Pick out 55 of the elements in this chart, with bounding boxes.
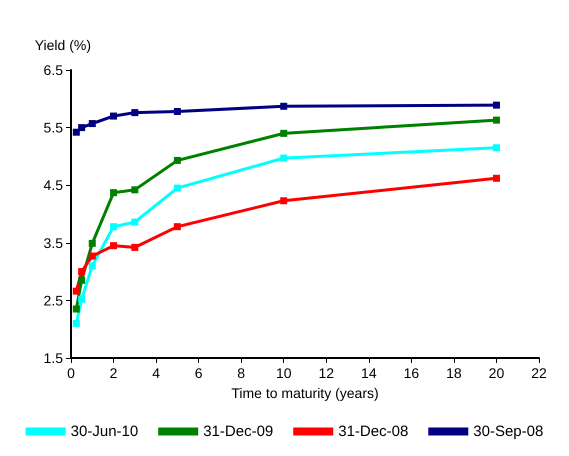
x-tick-label: 16	[404, 365, 420, 381]
legend-label: 30-Sep-08	[473, 423, 544, 440]
point	[280, 197, 288, 204]
x-tick-label: 10	[276, 365, 292, 381]
x-tick-label: 12	[318, 365, 334, 381]
point	[88, 240, 96, 247]
x-tick-label: 0	[67, 365, 76, 381]
x-axis-title: Time to maturity (years)	[231, 385, 379, 401]
y-tick-label: 1.5	[44, 350, 64, 366]
y-tick-label: 5.5	[44, 120, 64, 136]
legend-label: 31-Dec-09	[203, 423, 274, 440]
y-tick-label: 4.5	[44, 177, 64, 194]
x-tick-label: 2	[110, 365, 118, 381]
point	[131, 186, 138, 194]
point	[492, 102, 500, 109]
point	[280, 154, 288, 162]
point	[78, 296, 86, 303]
x-tick-label: 6	[194, 365, 203, 381]
point	[280, 130, 288, 137]
point	[492, 116, 500, 124]
point	[78, 276, 86, 284]
point	[174, 184, 181, 192]
point	[174, 156, 181, 164]
point	[131, 218, 138, 226]
point	[492, 174, 500, 182]
point	[131, 244, 138, 251]
x-tick-label: 8	[237, 365, 246, 381]
point	[72, 288, 80, 295]
point	[174, 223, 181, 230]
y-tick-label: 3.5	[44, 234, 64, 251]
point	[88, 120, 96, 128]
point	[174, 108, 181, 115]
point	[280, 102, 288, 110]
point	[110, 189, 118, 196]
point	[72, 320, 80, 327]
y-tick-label: 6.5	[44, 62, 64, 78]
point	[492, 144, 500, 152]
point	[88, 262, 96, 270]
point	[110, 242, 118, 250]
x-tick-label: 4	[152, 365, 160, 381]
x-tick-label: 22	[531, 365, 547, 381]
point	[78, 124, 86, 132]
point	[110, 223, 118, 230]
point	[72, 306, 80, 313]
x-tick-label: 20	[488, 365, 504, 381]
point	[131, 109, 138, 116]
point	[78, 268, 86, 276]
y-axis-title: Yield (%)	[34, 37, 91, 53]
legend-label: 30-Jun-10	[70, 423, 138, 440]
x-tick-label: 14	[361, 365, 377, 381]
x-tick-label: 18	[446, 365, 462, 381]
y-tick-label: 2.5	[44, 292, 64, 308]
legend-label: 31-Dec-08	[338, 423, 408, 440]
point	[88, 252, 96, 260]
point	[110, 112, 118, 120]
